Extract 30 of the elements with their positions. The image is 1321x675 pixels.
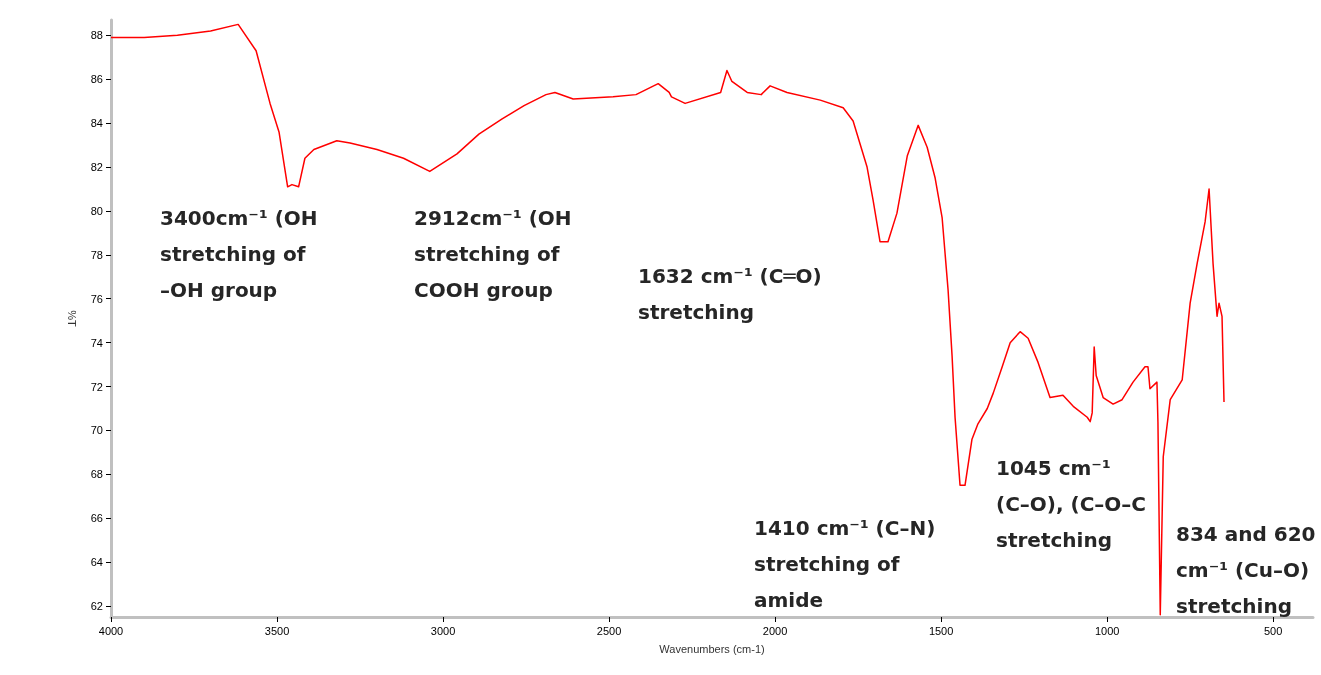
y-tick-label: 80 <box>90 204 103 217</box>
y-tick-label: 68 <box>90 468 103 481</box>
y-tick-label: 62 <box>90 600 103 613</box>
y-tick-label: 74 <box>90 336 103 349</box>
y-tick-label: 72 <box>90 380 103 393</box>
x-tick-label: 3500 <box>264 624 290 637</box>
x-tick-label: 3000 <box>430 624 456 637</box>
x-tick-label: 500 <box>1263 624 1283 637</box>
x-tick-label: 4000 <box>98 624 124 637</box>
y-tick-label: 64 <box>90 556 103 569</box>
annotation: 1045 cm⁻¹ (C–O), (C–O–C stretching <box>996 456 1147 552</box>
annotation: 1410 cm⁻¹ (C–N) stretching of amide <box>754 516 936 612</box>
x-tick-label: 2000 <box>762 624 788 637</box>
y-tick-label: 78 <box>90 248 103 261</box>
y-tick-label: 88 <box>90 29 103 42</box>
y-tick-label: 70 <box>90 424 103 437</box>
annotation: 3400cm⁻¹ (OH stretching of –OH group <box>160 206 318 302</box>
annotation: 1632 cm⁻¹ (C═O) stretching <box>638 264 822 324</box>
x-tick-label: 2500 <box>596 624 622 637</box>
x-tick-label: 1000 <box>1094 624 1120 637</box>
annotation: 2912cm⁻¹ (OH stretching of COOH group <box>414 206 572 302</box>
annotation: 834 and 620 cm⁻¹ (Cu–O) stretching <box>1176 522 1316 618</box>
x-tick-label: 1500 <box>928 624 954 637</box>
y-tick-label: 84 <box>90 117 103 130</box>
y-tick-label: 76 <box>90 292 103 305</box>
y-tick-label: 66 <box>90 512 103 525</box>
y-tick-label: 82 <box>90 161 103 174</box>
x-axis-title: Wavenumbers (cm-1) <box>659 642 765 655</box>
y-tick-label: 86 <box>90 73 103 86</box>
y-axis-title: %T <box>65 310 78 328</box>
